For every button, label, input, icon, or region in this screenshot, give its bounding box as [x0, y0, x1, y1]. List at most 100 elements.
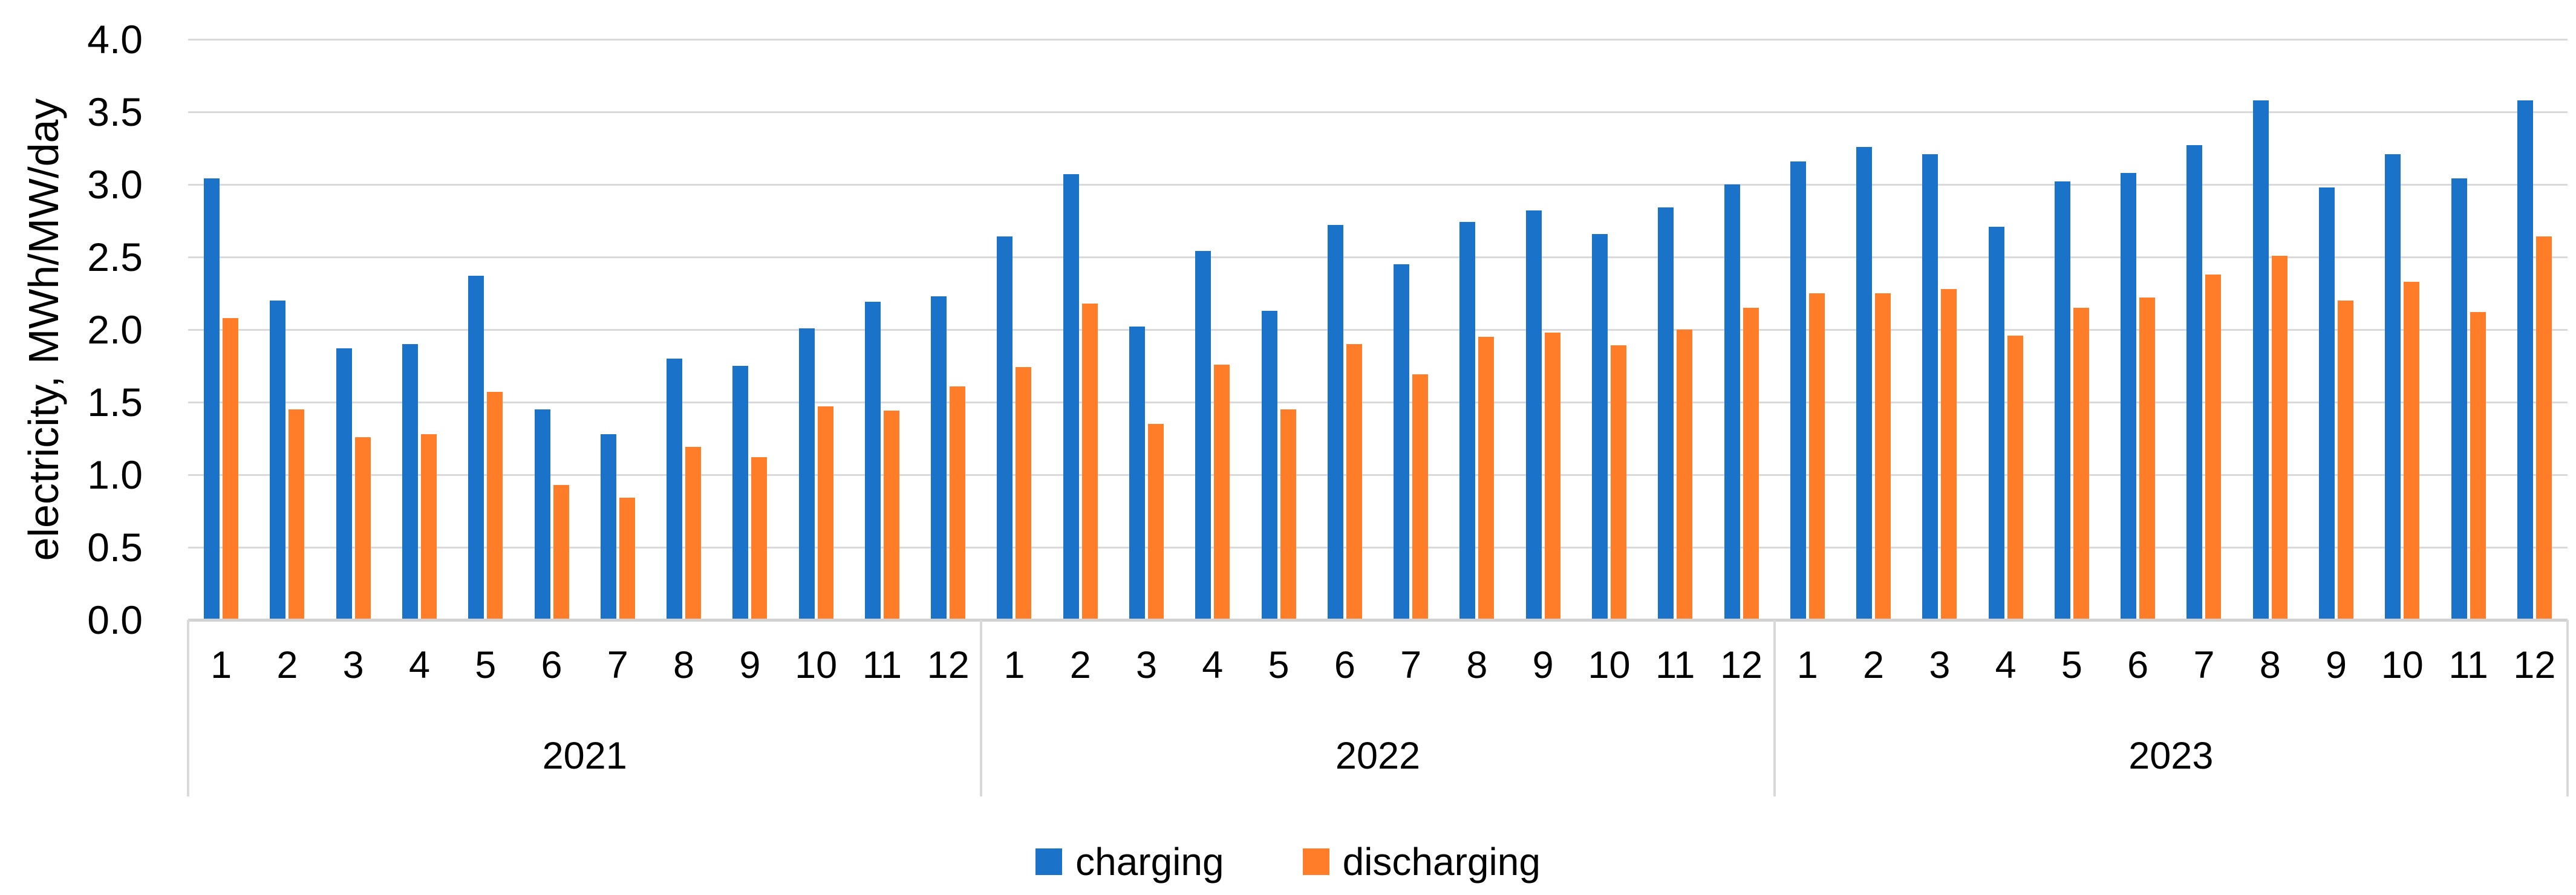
month-label: 8	[673, 644, 695, 686]
bar-charging	[1591, 233, 1608, 620]
month-label: 3	[342, 644, 364, 686]
bar-charging	[1724, 184, 1740, 620]
year-label: 2021	[542, 735, 627, 777]
bar-discharging	[1875, 293, 1891, 620]
year-separator-line	[2566, 620, 2569, 796]
bar-discharging	[1941, 288, 1957, 620]
bar-discharging	[553, 484, 569, 620]
bar-group	[1775, 39, 1841, 620]
bar-charging	[402, 344, 418, 620]
bar-group	[1245, 39, 1311, 620]
bar-charging	[1922, 154, 1939, 620]
bar-group	[188, 39, 254, 620]
month-label: 10	[795, 644, 838, 686]
month-label: 8	[2259, 644, 2281, 686]
month-label: 8	[1466, 644, 1488, 686]
month-label: 5	[1268, 644, 1290, 686]
bar-discharging	[1610, 345, 1626, 620]
month-axis-row: 1 2 3 4 5 6 7 8 9 10 11 12 1 2 3 4 5 6 7 8 9 10 11 12 1 2 3 4 5 6 7 8 9 1…	[188, 635, 2568, 695]
bar-group	[1312, 39, 1378, 620]
bar-discharging	[1016, 367, 1032, 620]
bar-group	[2237, 39, 2303, 620]
month-label: 7	[1400, 644, 1422, 686]
bar-charging	[2121, 172, 2137, 620]
discharging-swatch-icon	[1302, 848, 1329, 875]
bar-discharging	[2007, 335, 2023, 620]
bar-group	[1708, 39, 1774, 620]
bar-group	[585, 39, 651, 620]
bar-discharging	[420, 434, 437, 620]
month-label: 12	[1720, 644, 1763, 686]
legend-item-charging: charging	[1035, 839, 1224, 884]
bar-group	[1048, 39, 1114, 620]
bar-group	[849, 39, 915, 620]
bar-group	[2369, 39, 2435, 620]
month-label: 5	[2061, 644, 2082, 686]
bar-discharging	[1081, 303, 1098, 620]
legend-item-discharging: discharging	[1302, 839, 1541, 884]
bar-charging	[2054, 181, 2070, 620]
bar-group	[1576, 39, 1642, 620]
bar-discharging	[2535, 236, 2552, 620]
bar-charging	[2252, 100, 2269, 620]
bar-charging	[864, 302, 881, 620]
month-label: 12	[2513, 644, 2556, 686]
bar-discharging	[2271, 255, 2287, 620]
y-tick-label: 4.0	[87, 17, 143, 62]
bar-group	[254, 39, 320, 620]
month-label: 6	[1334, 644, 1355, 686]
bar-discharging	[1677, 330, 1693, 620]
x-axis-line	[188, 619, 2568, 622]
legend-label-discharging: discharging	[1342, 840, 1541, 884]
year-label: 2023	[2128, 735, 2214, 777]
bar-discharging	[1412, 374, 1429, 620]
bar-group	[1906, 39, 1972, 620]
gridline	[188, 474, 2568, 476]
charging-swatch-icon	[1035, 848, 1063, 875]
y-tick-label: 0.0	[87, 597, 143, 642]
bar-group	[2039, 39, 2105, 620]
month-label: 11	[2448, 644, 2488, 686]
bar-group	[321, 39, 386, 620]
month-label: 7	[2193, 644, 2215, 686]
bar-discharging	[2073, 308, 2089, 620]
month-label: 7	[607, 644, 628, 686]
bar-discharging	[883, 411, 899, 620]
gridline	[188, 39, 2568, 41]
bar-charging	[1459, 222, 1476, 620]
bar-charging	[1658, 207, 1674, 620]
bar-group	[2502, 39, 2568, 620]
bar-charging	[1394, 264, 1410, 620]
bar-group	[981, 39, 1047, 620]
year-label: 2022	[1335, 735, 1421, 777]
bar-charging	[931, 296, 947, 620]
bar-discharging	[1214, 364, 1230, 620]
bar-group	[1378, 39, 1444, 620]
bar-group	[1114, 39, 1179, 620]
bar-discharging	[2205, 274, 2222, 620]
bar-discharging	[1478, 337, 1495, 620]
bar-charging	[1195, 251, 1211, 620]
bar-discharging	[817, 406, 833, 620]
y-tick-label: 3.5	[87, 90, 143, 134]
month-label: 11	[1655, 644, 1695, 686]
gridline	[188, 256, 2568, 258]
bar-group	[2303, 39, 2369, 620]
bar-group	[2105, 39, 2171, 620]
bar-discharging	[751, 457, 768, 620]
bar-discharging	[1544, 332, 1560, 620]
bar-charging	[600, 434, 616, 620]
month-label: 11	[862, 644, 902, 686]
month-label: 10	[2381, 644, 2424, 686]
bar-discharging	[1808, 293, 1825, 620]
month-label: 9	[1532, 644, 1554, 686]
bar-discharging	[1148, 424, 1164, 620]
bar-charging	[2451, 178, 2467, 620]
y-tick-label: 2.5	[87, 235, 143, 279]
bar-group	[1841, 39, 1906, 620]
year-axis-row: 2021 2022 2023	[188, 723, 2568, 789]
bar-charging	[2385, 154, 2401, 620]
bar-group	[452, 39, 518, 620]
month-label: 2	[1069, 644, 1091, 686]
